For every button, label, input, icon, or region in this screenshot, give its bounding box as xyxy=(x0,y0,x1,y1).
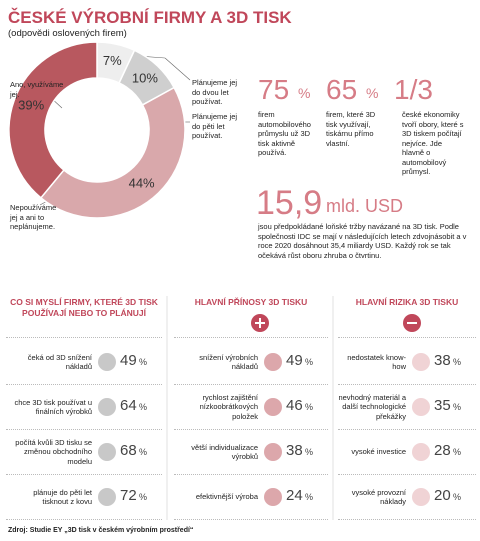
value-circle xyxy=(412,398,430,416)
row-value: 49 xyxy=(286,352,303,369)
row-label: nedostatek know-how xyxy=(347,352,406,372)
row-divider xyxy=(6,384,162,385)
stat-unit: % xyxy=(298,85,311,101)
row-label: efektivnější výroba xyxy=(195,492,258,502)
row-divider xyxy=(338,337,476,338)
row-divider xyxy=(174,519,328,520)
stat-value: 1/3 xyxy=(394,74,433,105)
row-unit: % xyxy=(453,357,462,367)
row-unit: % xyxy=(139,447,148,457)
row-value: 64 xyxy=(120,397,137,414)
row-divider xyxy=(174,337,328,338)
slice-label: 10% xyxy=(132,70,158,85)
slice-label: 39% xyxy=(18,98,44,113)
row-divider xyxy=(174,384,328,385)
row-divider xyxy=(6,337,162,338)
slice-category: Plánujeme jej do pěti let používat. xyxy=(192,112,238,140)
row-value: 28 xyxy=(434,442,451,459)
row-divider xyxy=(6,474,162,475)
slice-category: Ano, využíváme jej. xyxy=(10,80,64,99)
big-value: 15,9 xyxy=(256,184,323,222)
donut-slice xyxy=(8,41,98,199)
value-circle xyxy=(98,353,116,371)
value-circle xyxy=(264,443,282,461)
donut-slice xyxy=(39,86,186,219)
row-value: 35 xyxy=(434,397,451,414)
stat-text: české ekonomiky tvoří obory, které s 3D … xyxy=(402,110,464,176)
column-title: HLAVNÍ RIZIKA 3D TISKU xyxy=(355,297,459,307)
row-value: 24 xyxy=(286,487,303,504)
row-label: vysoké investice xyxy=(351,447,406,457)
stat-value: 75 xyxy=(258,74,290,105)
row-divider xyxy=(338,474,476,475)
column-title: HLAVNÍ PŘÍNOSY 3D TISKU xyxy=(194,297,308,307)
row-unit: % xyxy=(305,492,314,502)
stat-text: firem automobilového průmyslu už 3D tisk… xyxy=(258,110,311,157)
row-value: 38 xyxy=(286,442,303,459)
value-circle xyxy=(264,398,282,416)
row-label: rychlost zajištění nízkoobrátkových polo… xyxy=(199,392,258,421)
row-label: čeká od 3D snížení nákladů xyxy=(27,352,92,372)
row-label: snížení výrobních nákladů xyxy=(199,352,258,372)
row-value: 72 xyxy=(120,487,137,504)
row-divider xyxy=(338,429,476,430)
row-unit: % xyxy=(305,357,314,367)
row-divider xyxy=(174,474,328,475)
source: Zdroj: Studie EY „3D tisk v českém výrob… xyxy=(8,527,194,534)
row-label: počítá kvůli 3D tisku se změnou obchodní… xyxy=(15,437,92,466)
big-unit: mld. USD xyxy=(326,196,404,216)
row-label: vysoké provozní náklady xyxy=(351,487,406,507)
value-circle xyxy=(412,443,430,461)
row-value: 46 xyxy=(286,397,303,414)
leader xyxy=(164,57,191,81)
row-label: plánuje do pěti let tisknout z kovu xyxy=(33,487,92,507)
row-divider xyxy=(6,429,162,430)
row-label: chce 3D tisk používat u finálních výrobk… xyxy=(14,397,92,417)
value-circle xyxy=(264,488,282,506)
column-title: CO SI MYSLÍ FIRMY, KTERÉ 3D TISK POUŽÍVA… xyxy=(10,297,158,318)
plus-sign xyxy=(255,318,265,328)
row-value: 38 xyxy=(434,352,451,369)
slice-category: Plánujeme jej do dvou let používat. xyxy=(192,78,238,106)
row-divider xyxy=(6,519,162,520)
row-divider xyxy=(338,519,476,520)
slice-category: Nepoužíváme jej a ani to neplánujeme. xyxy=(10,203,57,231)
slice-label: 7% xyxy=(103,53,122,68)
value-circle xyxy=(98,488,116,506)
row-unit: % xyxy=(139,492,148,502)
big-text: jsou předpokládané loňské tržby navázané… xyxy=(258,222,467,260)
row-unit: % xyxy=(139,402,148,412)
row-unit: % xyxy=(305,402,314,412)
value-circle xyxy=(98,443,116,461)
title: ČESKÉ VÝROBNÍ FIRMY A 3D TISK xyxy=(8,8,292,27)
value-circle xyxy=(98,398,116,416)
row-unit: % xyxy=(453,492,462,502)
row-unit: % xyxy=(139,357,148,367)
value-circle xyxy=(412,488,430,506)
row-unit: % xyxy=(453,447,462,457)
row-value: 49 xyxy=(120,352,137,369)
row-label: větší individualizace výrobků xyxy=(191,442,258,462)
stat-value: 65 xyxy=(326,74,358,105)
row-value: 20 xyxy=(434,487,451,504)
stat-unit: % xyxy=(366,85,379,101)
row-unit: % xyxy=(305,447,314,457)
value-circle xyxy=(412,353,430,371)
value-circle xyxy=(264,353,282,371)
row-label: nevhodný materiál a další technologické … xyxy=(338,392,406,421)
stat-text: firem, které 3D tisk využívají, tiskárnu… xyxy=(326,110,376,148)
row-divider xyxy=(338,384,476,385)
row-divider xyxy=(174,429,328,430)
slice-label: 44% xyxy=(129,175,155,190)
subtitle: (odpovědi oslovených firem) xyxy=(8,28,127,39)
row-unit: % xyxy=(453,402,462,412)
row-value: 68 xyxy=(120,442,137,459)
